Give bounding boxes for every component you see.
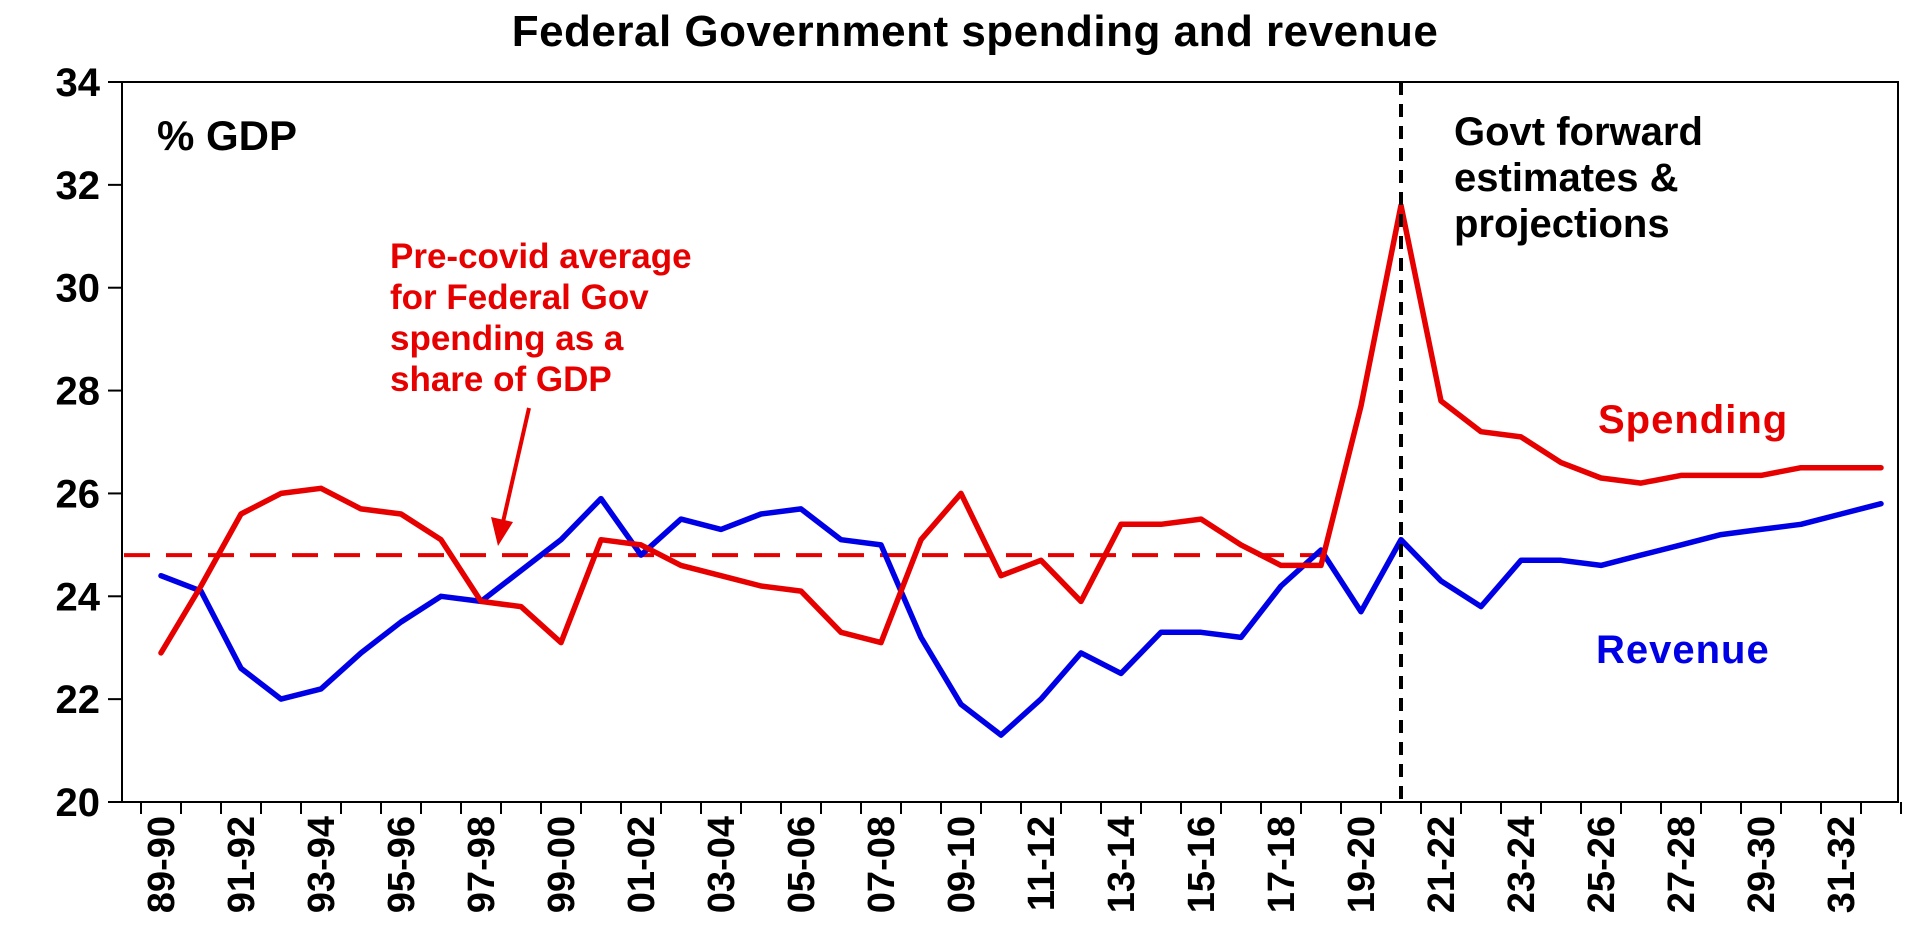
spending-label: Spending — [1598, 398, 1788, 442]
series-line-spending — [158, 202, 1884, 656]
y-tick-label: 26 — [56, 472, 101, 516]
series-group — [158, 202, 1884, 738]
x-tick-label: 01-02 — [621, 816, 663, 913]
x-tick-label: 09-10 — [941, 816, 983, 913]
x-tick-label: 07-08 — [861, 816, 903, 913]
x-tick-label: 29-30 — [1741, 816, 1783, 913]
x-tick-label: 27-28 — [1661, 816, 1703, 913]
y-tick-label: 30 — [56, 267, 101, 311]
x-tick-label: 99-00 — [541, 816, 583, 913]
average-note-line-4: share of GDP — [390, 360, 612, 399]
y-tick-label: 32 — [56, 164, 101, 208]
x-tick-label: 19-20 — [1341, 816, 1383, 913]
x-tick-label: 89-90 — [141, 816, 183, 913]
x-tick-label: 23-24 — [1501, 816, 1543, 913]
plot-area — [121, 81, 1899, 803]
x-tick-label: 03-04 — [701, 816, 743, 913]
x-tick-label: 21-22 — [1421, 816, 1463, 913]
x-tick-label: 13-14 — [1101, 816, 1143, 913]
y-tick-label: 22 — [56, 678, 101, 722]
x-tick-label: 11-12 — [1021, 816, 1063, 911]
series-line-revenue — [158, 495, 1884, 738]
x-tick-label: 25-26 — [1581, 816, 1623, 913]
x-tick-label: 31-32 — [1821, 816, 1863, 913]
y-tick-label: 24 — [56, 575, 101, 619]
x-tick-label: 91-92 — [221, 816, 263, 913]
average-note-arrow-shaft — [501, 407, 531, 523]
average-note-arrow-head — [491, 517, 513, 546]
y-axis: 20 22 24 26 28 30 32 34 — [56, 61, 122, 825]
x-tick-label: 97-98 — [461, 816, 503, 913]
x-tick-label: 93-94 — [301, 816, 343, 913]
revenue-label: Revenue — [1596, 628, 1770, 672]
x-tick-label: 05-06 — [781, 816, 823, 913]
x-tick-label: 15-16 — [1181, 816, 1223, 913]
y-tick-label: 20 — [56, 781, 101, 825]
average-note-line-3: spending as a — [390, 319, 624, 358]
chart-title: Federal Government spending and revenue — [512, 7, 1439, 56]
average-note-line-2: for Federal Gov — [390, 278, 649, 317]
y-tick-label: 34 — [56, 61, 101, 105]
projection-note-line-3: projections — [1454, 202, 1670, 246]
average-note: Pre-covid average for Federal Gov spendi… — [390, 237, 701, 399]
projection-note: Govt forward estimates & projections — [1454, 110, 1714, 246]
projection-note-line-1: Govt forward — [1454, 110, 1703, 154]
x-axis: 89-90 91-92 93-94 95-96 97-98 99-00 01-02 03-04… — [140, 802, 1902, 913]
y-axis-label: % GDP — [157, 112, 297, 159]
x-tick-label: 17-18 — [1261, 816, 1303, 913]
projection-note-line-2: estimates & — [1454, 156, 1679, 200]
average-note-line-1: Pre-covid average — [390, 237, 692, 276]
x-tick-label: 95-96 — [381, 816, 423, 913]
y-tick-label: 28 — [56, 370, 101, 414]
